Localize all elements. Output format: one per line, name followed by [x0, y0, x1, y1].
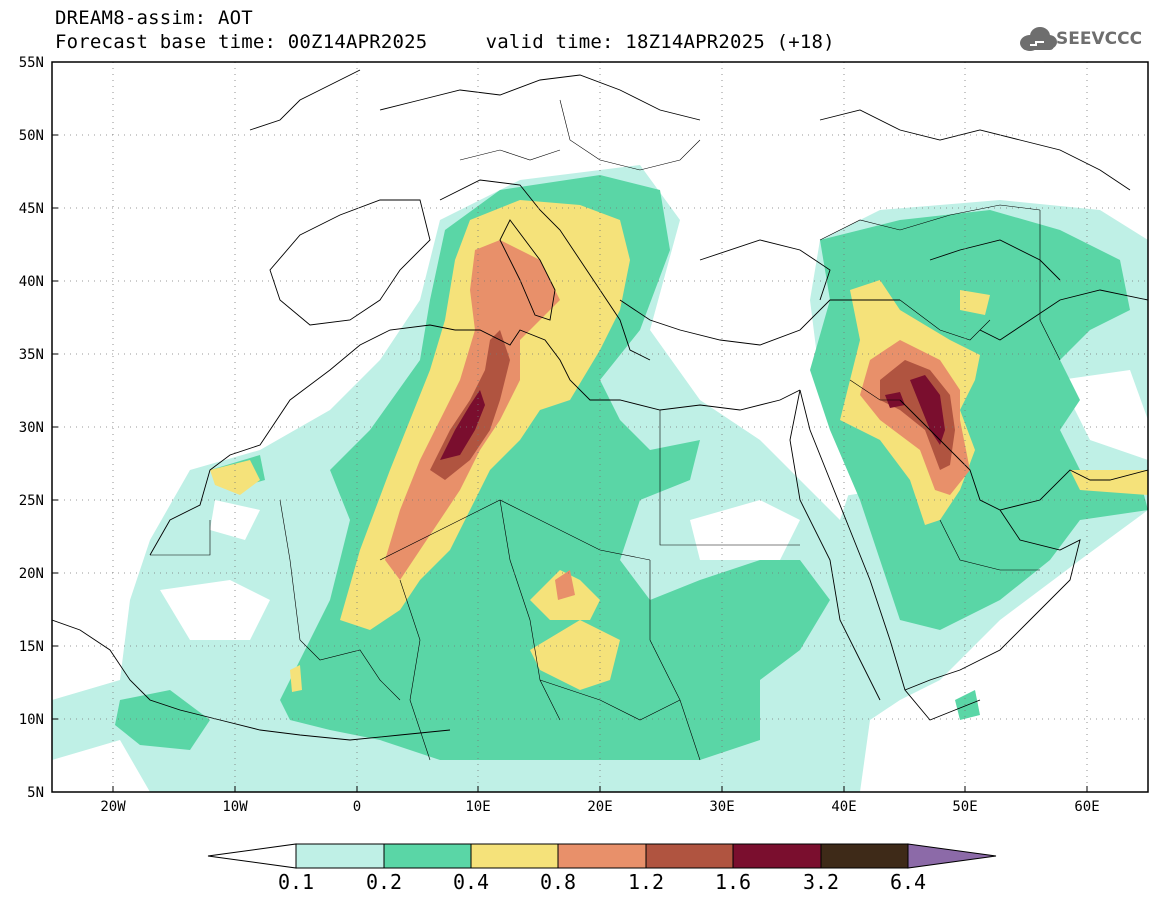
- tick-marks: [52, 61, 1088, 793]
- lon-label: 40E: [831, 799, 857, 815]
- colorbar-label: 0.4: [452, 870, 490, 894]
- lat-label: 35N: [18, 347, 44, 363]
- colorbar-label: 1.2: [627, 870, 665, 894]
- seevccc-logo: [1020, 27, 1057, 51]
- forecast-time-line: Forecast base time: 00Z14APR2025 valid t…: [55, 31, 835, 53]
- lat-label: 25N: [18, 493, 44, 509]
- colorbar-label: 0.1: [277, 870, 315, 894]
- lon-label: 10W: [222, 799, 248, 815]
- lat-label: 55N: [18, 55, 44, 71]
- aot-contours: [52, 165, 1148, 792]
- lon-label: 10E: [465, 799, 491, 815]
- lat-label: 20N: [18, 566, 44, 582]
- country-borders: [150, 99, 1061, 761]
- colorbar-label: 1.6: [714, 870, 752, 894]
- lon-label: 0: [352, 799, 362, 815]
- map-title: DREAM8-assim: AOT: [55, 7, 253, 29]
- lat-label: 50N: [18, 128, 44, 144]
- lon-label: 20W: [100, 799, 126, 815]
- lat-label: 5N: [27, 785, 44, 801]
- lon-label: 60E: [1074, 799, 1100, 815]
- colorbar-label: 3.2: [802, 870, 840, 894]
- lon-label: 30E: [709, 799, 735, 815]
- colorbar-label: 6.4: [889, 870, 927, 894]
- lat-label: 30N: [18, 420, 44, 436]
- lon-label: 50E: [952, 799, 978, 815]
- colorbar-label: 0.2: [365, 870, 403, 894]
- logo-text: SEEVCCC: [1056, 29, 1143, 49]
- lat-label: 40N: [18, 274, 44, 290]
- lat-label: 10N: [18, 712, 44, 728]
- coastlines: [52, 69, 1148, 741]
- colorbar-label: 0.8: [539, 870, 577, 894]
- cloud-icon: [1020, 27, 1057, 51]
- lat-label: 15N: [18, 639, 44, 655]
- lon-label: 20E: [587, 799, 613, 815]
- lat-label: 45N: [18, 201, 44, 217]
